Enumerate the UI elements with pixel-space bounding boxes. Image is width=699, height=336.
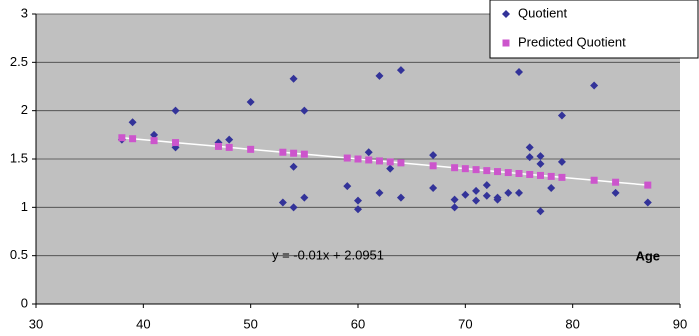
point [343, 182, 352, 191]
x-tick-label: 90 [673, 316, 687, 331]
y-tick-label: 2 [21, 102, 28, 117]
equation: y = -0.01x + 2.0951 [272, 247, 384, 262]
point [247, 145, 255, 153]
point [557, 111, 566, 120]
point [482, 191, 491, 200]
point [590, 81, 599, 90]
point [129, 135, 137, 143]
point [354, 196, 362, 205]
y-tick-label: 0.5 [10, 247, 28, 262]
point [354, 205, 362, 214]
point [365, 156, 373, 164]
x-axis-label: Age [635, 248, 660, 263]
point [289, 74, 298, 83]
point [225, 135, 234, 144]
point [461, 165, 469, 173]
legend-marker [502, 39, 510, 47]
point [547, 172, 555, 180]
point [429, 162, 437, 170]
point [396, 193, 405, 202]
point [643, 198, 652, 207]
point [289, 162, 298, 171]
point [375, 157, 383, 165]
y-tick-label: 1 [21, 199, 28, 214]
point [536, 152, 545, 161]
y-tick-label: 0 [21, 295, 28, 310]
point [300, 106, 309, 115]
marks [36, 13, 680, 305]
point [289, 203, 298, 212]
point [483, 167, 491, 175]
x-tick-label: 60 [351, 316, 365, 331]
point [278, 198, 287, 207]
legend-marker [502, 10, 510, 18]
point [525, 143, 534, 152]
point [386, 164, 395, 173]
point [364, 148, 373, 157]
point [450, 203, 459, 212]
y-tick-label: 1.5 [10, 150, 28, 165]
point [214, 142, 222, 150]
legend-box [489, 0, 699, 59]
point [611, 188, 620, 197]
point [472, 186, 481, 195]
point [526, 170, 534, 178]
point [536, 207, 545, 216]
point [547, 184, 556, 192]
x-tick-label: 30 [29, 316, 43, 331]
x-tick-label: 80 [565, 316, 579, 331]
x-tick-label: 70 [458, 316, 472, 331]
point [472, 166, 480, 174]
point [536, 159, 545, 168]
point [515, 188, 523, 197]
point [536, 171, 544, 179]
point [386, 158, 394, 166]
point [558, 173, 566, 181]
legend-label: Quotient [518, 5, 568, 20]
point [590, 176, 598, 184]
y-tick-label: 3 [21, 5, 28, 20]
point [300, 150, 308, 158]
point [429, 184, 438, 192]
point [525, 153, 534, 162]
point [461, 190, 470, 199]
point [171, 106, 180, 115]
point [225, 143, 233, 151]
point [493, 195, 502, 204]
point [354, 155, 362, 163]
point [612, 178, 620, 186]
point [450, 195, 459, 204]
point [472, 196, 481, 205]
point [128, 118, 137, 127]
point [504, 188, 513, 197]
point [494, 168, 502, 176]
point [644, 181, 652, 189]
point [482, 181, 491, 190]
x-tick-label: 40 [136, 316, 150, 331]
point [429, 151, 438, 160]
point [515, 68, 523, 76]
point [172, 139, 180, 147]
point [451, 164, 459, 172]
point [118, 134, 126, 142]
point [375, 188, 384, 197]
point [396, 66, 405, 75]
point [504, 169, 512, 177]
point [290, 149, 298, 157]
point [515, 170, 523, 177]
point [279, 148, 287, 156]
point [300, 193, 309, 202]
point [343, 154, 351, 162]
x-tick-label: 50 [243, 316, 257, 331]
point [397, 159, 405, 167]
point [150, 130, 159, 139]
point [246, 97, 255, 106]
point [557, 157, 566, 166]
legend-label: Predicted Quotient [518, 34, 626, 49]
point [150, 137, 158, 145]
point [375, 71, 384, 80]
y-tick-label: 2.5 [10, 54, 28, 69]
